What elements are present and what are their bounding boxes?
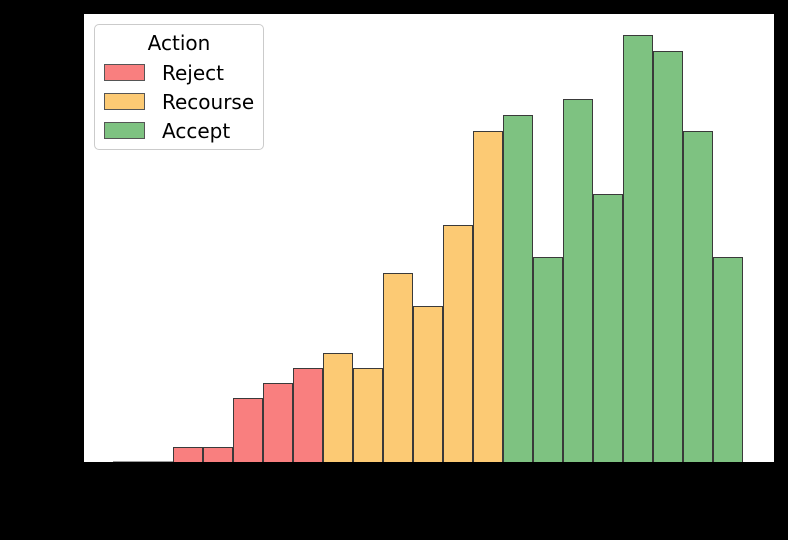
histogram-bar [653, 51, 683, 462]
histogram-bar [533, 257, 563, 462]
legend-row-recourse: Recourse [95, 87, 263, 116]
histogram-bar [203, 447, 233, 462]
histogram-bar [413, 306, 443, 462]
histogram-bar [623, 35, 653, 462]
legend-row-reject: Reject [95, 58, 263, 87]
histogram-bar [173, 447, 203, 462]
histogram-bar [233, 398, 263, 462]
histogram-bars [84, 14, 774, 462]
legend: Action Reject Recourse Accept [94, 24, 264, 150]
legend-label-accept: Accept [162, 118, 231, 143]
histogram-bar [713, 257, 743, 462]
plot-area: Action Reject Recourse Accept [84, 14, 774, 462]
histogram-bar [293, 368, 323, 462]
legend-label-reject: Reject [162, 60, 225, 85]
histogram-bar [683, 131, 713, 462]
histogram-bar [503, 115, 533, 462]
histogram-bar [443, 225, 473, 462]
histogram-bar [113, 461, 143, 462]
legend-label-recourse: Recourse [162, 89, 255, 114]
accept-color-swatch-icon [104, 122, 145, 139]
histogram-bar [263, 383, 293, 462]
legend-row-accept: Accept [95, 116, 263, 145]
histogram-bar [353, 368, 383, 462]
reject-color-swatch-icon [104, 64, 145, 81]
recourse-color-swatch-icon [104, 93, 145, 110]
histogram-bar [593, 194, 623, 462]
histogram-bar [383, 273, 413, 462]
legend-title: Action [147, 31, 211, 55]
histogram-bar [473, 131, 503, 462]
histogram-bar [563, 99, 593, 462]
histogram-bar [323, 353, 353, 462]
histogram-bar [143, 461, 173, 462]
